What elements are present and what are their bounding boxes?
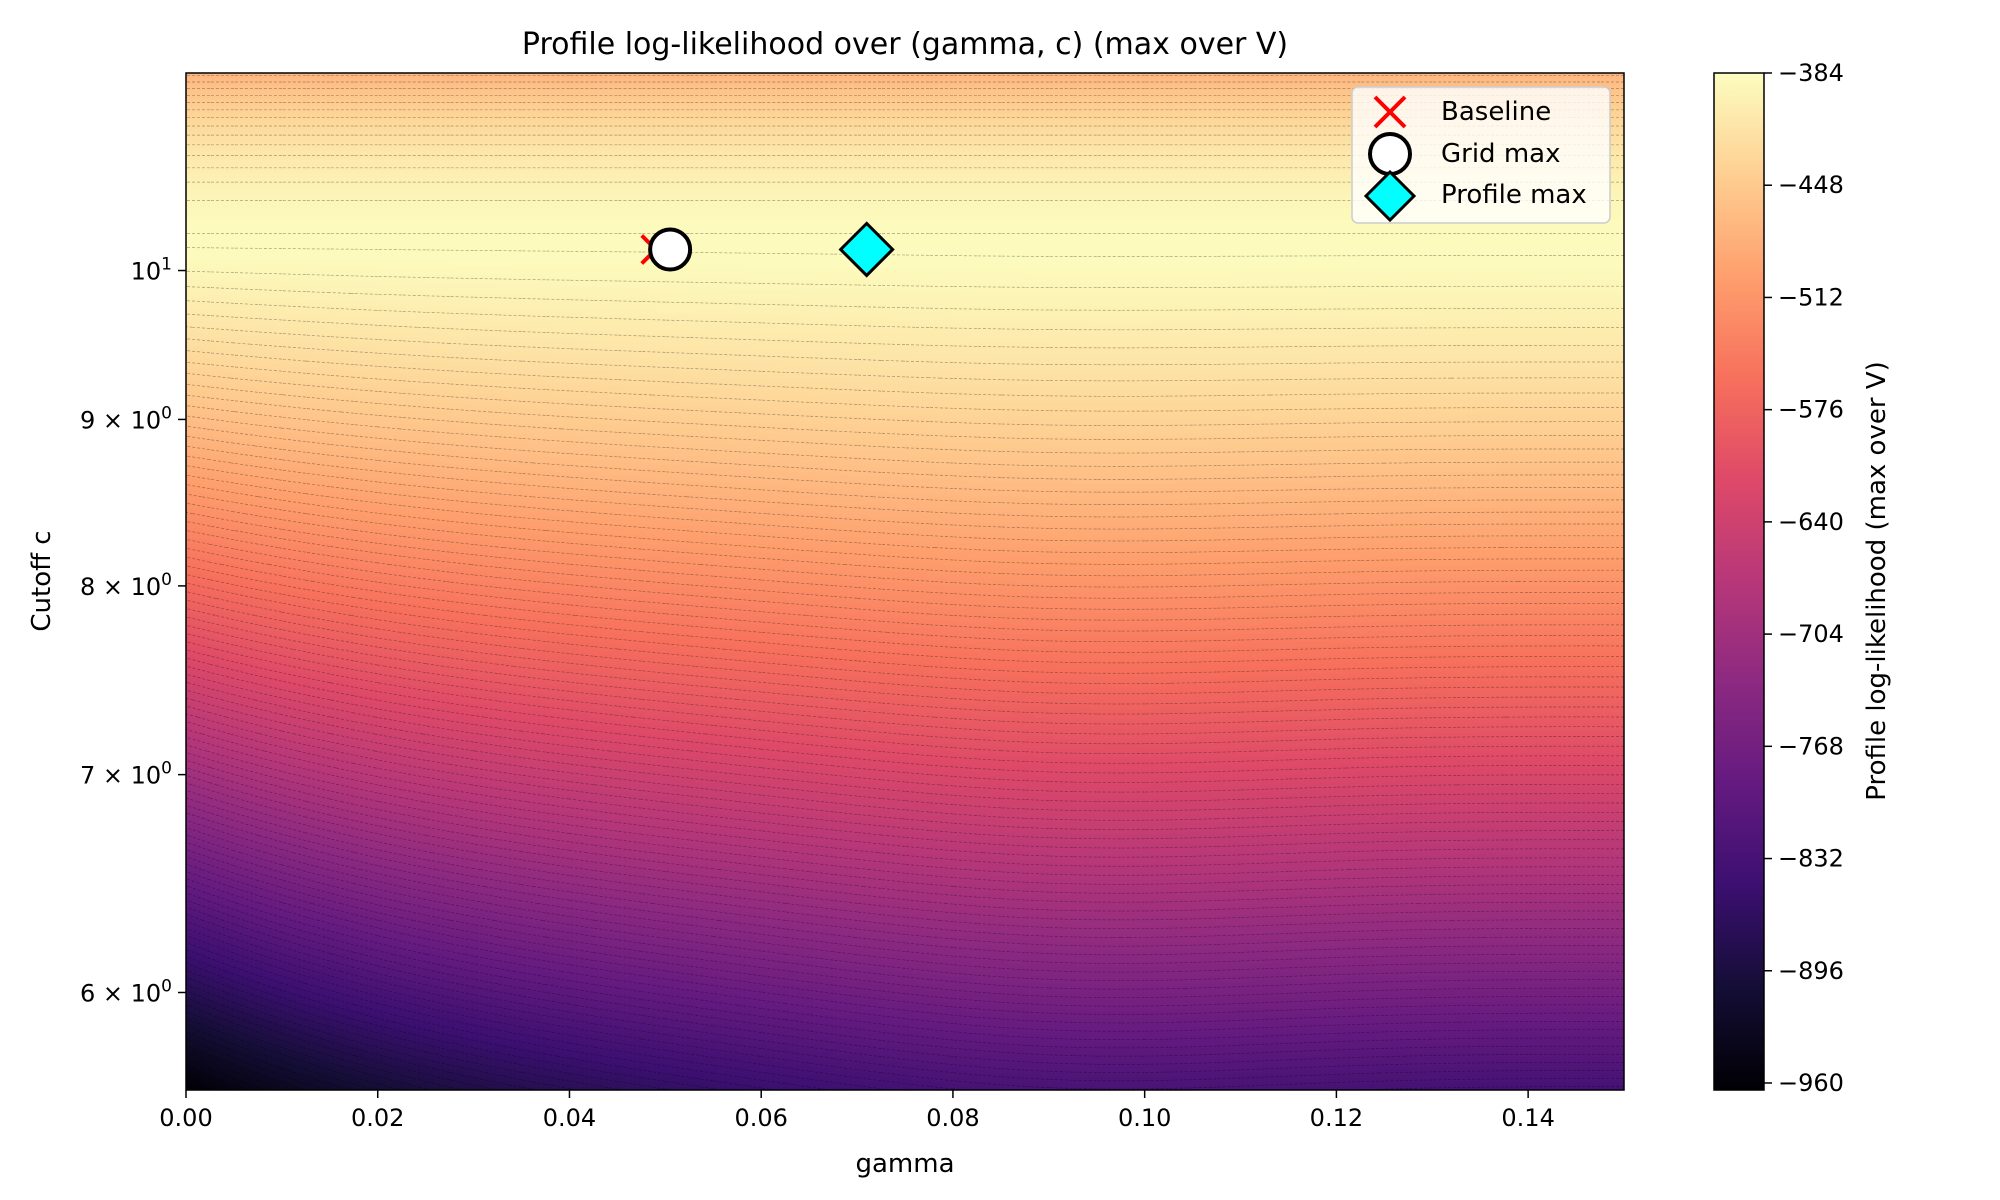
legend-label-baseline: Baseline (1441, 97, 1551, 127)
diamond-marker-icon (1363, 169, 1417, 223)
data-markers (640, 221, 895, 278)
y-axis-label: Cutoff c (27, 530, 57, 631)
x-axis-label: gamma (855, 1149, 954, 1179)
x-tick-label: 0.14 (1501, 1104, 1554, 1132)
colorbar-label: Profile log-likelihood (max over V) (1862, 361, 1892, 800)
colorbar-tick-label: −704 (1778, 620, 1844, 648)
contour-path (186, 75, 1624, 1090)
x-tick-label: 0.12 (1310, 1104, 1363, 1132)
y-tick-label: 8 × 100 (80, 570, 172, 601)
heatmap-surface (186, 73, 1624, 1090)
x-tick-label: 0.04 (543, 1104, 596, 1132)
y-tick-label: 7 × 100 (80, 759, 172, 790)
y-axis: 6 × 100 7 × 100 8 × 100 9 × 100 101 (80, 255, 186, 1007)
colorbar-gradient (1713, 72, 1765, 1091)
y-tick-label: 6 × 100 (80, 976, 172, 1007)
legend-box (1351, 86, 1611, 224)
legend-item-baseline: Baseline (1373, 95, 1551, 129)
y-tick-label: 9 × 100 (80, 403, 172, 434)
legend-item-profile-max: Profile max (1363, 169, 1587, 223)
colorbar-tick-label: −896 (1778, 957, 1844, 985)
colorbar-tick-label: −448 (1778, 171, 1844, 199)
plot-frame (185, 72, 1625, 1091)
profile-max-marker (838, 221, 895, 278)
colorbar-tick-label: −512 (1778, 283, 1844, 311)
x-marker-icon (1373, 95, 1407, 129)
x-tick-label: 0.00 (159, 1104, 212, 1132)
colorbar-tick-label: −576 (1778, 396, 1844, 424)
colorbar-tick-label: −960 (1778, 1069, 1844, 1097)
y-tick-label: 101 (131, 255, 172, 286)
legend: Baseline Grid max Profile max (1351, 86, 1611, 224)
chart-title: Profile log-likelihood over (gamma, c) (… (522, 27, 1288, 62)
x-tick-label: 0.08 (926, 1104, 979, 1132)
x-axis: 0.00 0.02 0.04 0.06 0.08 0.10 0.12 0.14 (159, 1090, 1555, 1132)
contour-lines (186, 75, 1624, 1090)
x-tick-label: 0.06 (734, 1104, 787, 1132)
colorbar-tick-label: −384 (1778, 59, 1844, 87)
legend-label-profile-max: Profile max (1441, 180, 1587, 210)
circle-marker-icon (1368, 132, 1412, 176)
colorbar-tick-label: −832 (1778, 845, 1844, 873)
x-tick-label: 0.02 (351, 1104, 404, 1132)
colorbar-tick-label: −768 (1778, 732, 1844, 760)
x-tick-label: 0.10 (1118, 1104, 1171, 1132)
colorbar: −384 −448 −512 −576 −640 −704 −768 −832 −896 −960… (1713, 59, 1892, 1097)
legend-item-grid-max: Grid max (1368, 132, 1560, 176)
colorbar-ticks: −384 −448 −512 −576 −640 −704 −768 −832 −896 −960 (1764, 59, 1844, 1097)
legend-label-grid-max: Grid max (1441, 139, 1560, 169)
grid-max-marker (648, 227, 693, 272)
colorbar-tick-label: −640 (1778, 508, 1844, 536)
plot-area (185, 72, 1625, 1091)
